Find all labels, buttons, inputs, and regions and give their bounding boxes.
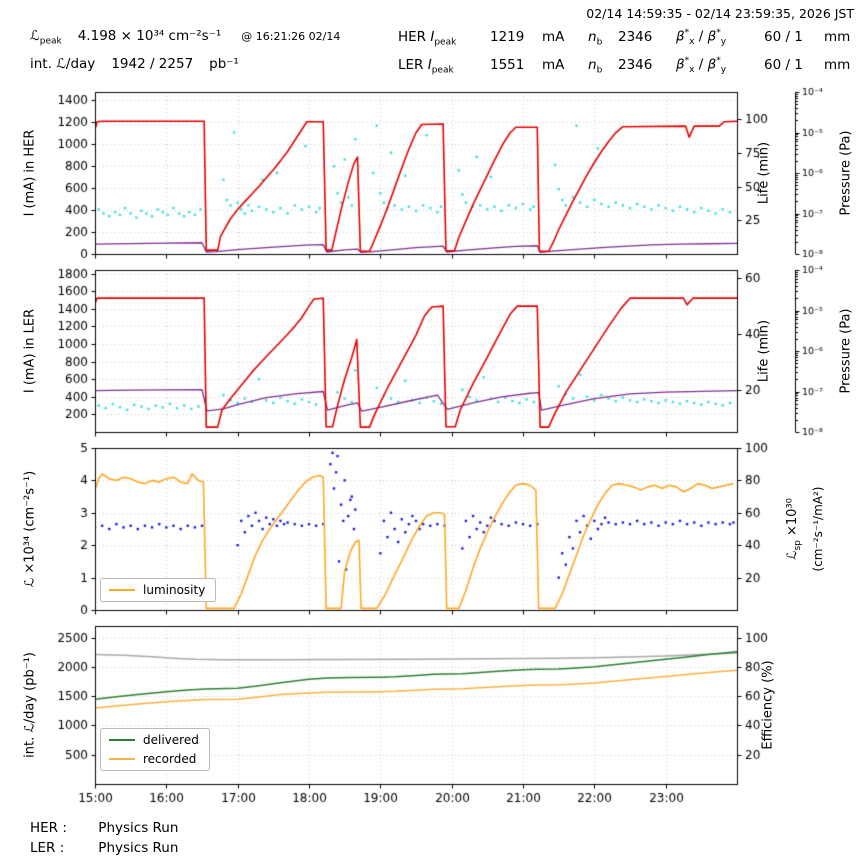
her-ipeak-value: 1219 xyxy=(490,28,525,45)
ler-run-value: Physics Run xyxy=(98,840,179,856)
legend-swatch-luminosity xyxy=(109,589,135,591)
axis-label-her-current: I (mA) in HER xyxy=(22,129,38,217)
ler-beta-unit: mm xyxy=(824,56,851,73)
axis-label-her-pressure: Pressure (Pa) xyxy=(838,130,854,216)
her-beta-value: 60 / 1 xyxy=(764,28,803,45)
integrated-luminosity: int. ℒ/day 1942 / 2257 pb⁻¹ xyxy=(30,56,239,72)
ler-beta-value: 60 / 1 xyxy=(764,56,803,73)
her-run-value: Physics Run xyxy=(98,820,179,836)
axis-label-ler-pressure: Pressure (Pa) xyxy=(838,308,854,394)
her-beta-unit: mm xyxy=(824,28,851,45)
axis-label-ler-current: I (mA) in LER xyxy=(22,308,38,394)
ler-params-row: LER Ipeak 1551 mA nb 2346 β*x / β*y 60 /… xyxy=(398,56,854,75)
peak-luminosity: ℒpeak 4.198 × 10³⁴ cm⁻²s⁻¹ @ 16:21:26 02… xyxy=(30,28,340,47)
her-ipeak-unit: mA xyxy=(542,28,565,45)
ler-ipeak-unit: mA xyxy=(542,56,565,73)
her-nb-label: nb xyxy=(588,28,603,48)
legend-item-luminosity: luminosity xyxy=(109,583,205,597)
legend-label-delivered: delivered xyxy=(143,733,199,747)
run-status: HER : Physics Run LER : Physics Run xyxy=(30,818,178,858)
legend-swatch-recorded xyxy=(109,758,135,760)
her-nb-value: 2346 xyxy=(618,28,653,45)
axis-label-luminosity: ℒ ×10³⁴ (cm⁻²s⁻¹) xyxy=(22,470,38,588)
legend-integrated: delivered recorded xyxy=(100,728,210,771)
axis-label-ler-life: Life (min) xyxy=(756,319,772,383)
chart-integrated-luminosity-efficiency xyxy=(0,620,864,820)
her-run-status: HER : Physics Run xyxy=(30,818,178,838)
peak-luminosity-label: ℒpeak xyxy=(30,28,62,47)
ler-beta-label: β*x / β*y xyxy=(676,56,727,76)
integrated-luminosity-unit: pb⁻¹ xyxy=(209,56,239,72)
legend-label-luminosity: luminosity xyxy=(143,583,206,597)
axis-label-specific-luminosity: ℒsp ×10³⁰ xyxy=(785,498,803,560)
legend-swatch-delivered xyxy=(109,739,135,741)
ler-ipeak-label: LER Ipeak xyxy=(398,56,454,76)
axis-label-her-life: Life (min) xyxy=(756,141,772,205)
her-beta-label: β*x / β*y xyxy=(676,28,727,48)
legend-item-recorded: recorded xyxy=(109,752,199,766)
ler-nb-value: 2346 xyxy=(618,56,653,73)
axis-label-int-luminosity: int. ℒ/day (pb⁻¹) xyxy=(22,652,38,758)
her-ipeak-label: HER Ipeak xyxy=(398,28,457,48)
integrated-luminosity-label: int. ℒ/day xyxy=(30,56,96,72)
her-run-label: HER : xyxy=(30,820,67,836)
axis-label-efficiency: Efficiency (%) xyxy=(760,660,776,750)
peak-luminosity-time: @ 16:21:26 02/14 xyxy=(241,30,341,43)
ler-nb-label: nb xyxy=(588,56,603,76)
chart-her-current-lifetime-pressure xyxy=(0,86,864,264)
date-range: 02/14 14:59:35 - 02/14 23:59:35, 2026 JS… xyxy=(586,6,854,21)
ler-run-status: LER : Physics Run xyxy=(30,838,178,858)
axis-label-specific-luminosity-unit: (cm⁻²s⁻¹/mA²) xyxy=(811,486,825,572)
ler-run-label: LER : xyxy=(30,840,65,856)
legend-luminosity: luminosity xyxy=(100,578,217,602)
ler-ipeak-value: 1551 xyxy=(490,56,525,73)
chart-ler-current-lifetime-pressure xyxy=(0,264,864,442)
header: 02/14 14:59:35 - 02/14 23:59:35, 2026 JS… xyxy=(0,0,864,86)
peak-luminosity-value: 4.198 × 10³⁴ cm⁻²s⁻¹ xyxy=(77,28,222,44)
legend-label-recorded: recorded xyxy=(143,752,197,766)
her-params-row: HER Ipeak 1219 mA nb 2346 β*x / β*y 60 /… xyxy=(398,28,854,47)
legend-item-delivered: delivered xyxy=(109,733,199,747)
integrated-luminosity-value: 1942 / 2257 xyxy=(111,56,194,72)
